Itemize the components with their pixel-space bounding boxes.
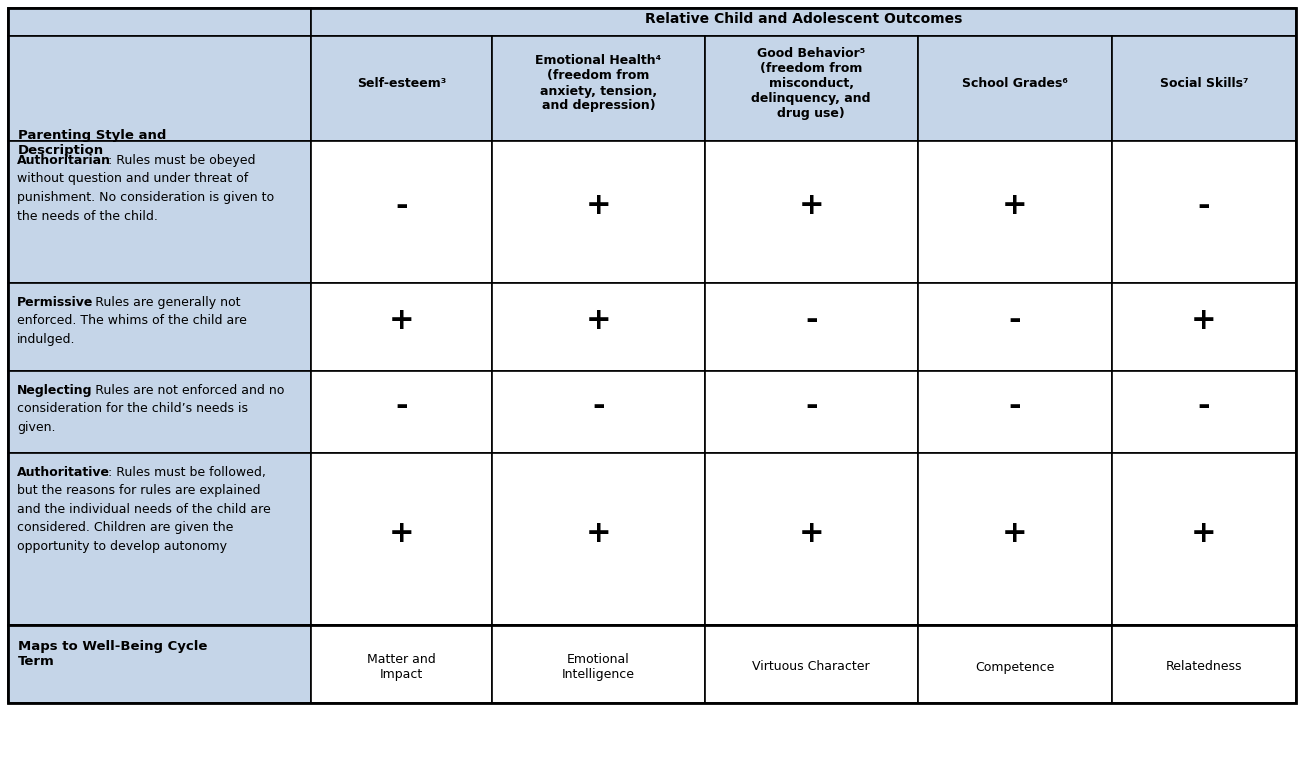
Text: Virtuous Character: Virtuous Character — [752, 660, 870, 673]
Bar — [918, 453, 1112, 625]
Bar — [310, 453, 492, 625]
Bar — [492, 453, 704, 625]
Text: +: + — [1001, 191, 1028, 220]
Text: Emotional Health⁴
(freedom from
anxiety, tension,
and depression): Emotional Health⁴ (freedom from anxiety,… — [536, 54, 661, 112]
Bar — [1112, 141, 1296, 283]
Bar — [704, 625, 918, 703]
Bar — [310, 625, 492, 703]
Bar — [8, 371, 310, 453]
Text: -: - — [1008, 307, 1021, 336]
Bar — [1112, 453, 1296, 625]
Text: Relative Child and Adolescent Outcomes: Relative Child and Adolescent Outcomes — [644, 12, 962, 26]
Bar — [1112, 371, 1296, 453]
Text: : Rules must be obeyed: : Rules must be obeyed — [108, 154, 256, 167]
Text: +: + — [389, 519, 415, 548]
Bar — [492, 141, 704, 283]
Text: +: + — [585, 191, 612, 220]
Bar — [704, 453, 918, 625]
Text: Good Behavior⁵
(freedom from
misconduct,
delinquency, and
drug use): Good Behavior⁵ (freedom from misconduct,… — [751, 47, 871, 120]
Bar — [8, 283, 310, 371]
Text: punishment. No consideration is given to: punishment. No consideration is given to — [17, 191, 274, 204]
Text: without question and under threat of: without question and under threat of — [17, 172, 248, 185]
Bar — [704, 371, 918, 453]
Bar — [310, 141, 492, 283]
Text: -: - — [805, 307, 818, 336]
Bar — [918, 141, 1112, 283]
Bar — [310, 36, 492, 141]
Text: +: + — [389, 307, 415, 336]
Text: Social Skills⁷: Social Skills⁷ — [1159, 77, 1248, 90]
Bar — [492, 283, 704, 371]
Text: +: + — [1001, 519, 1028, 548]
Text: and the individual needs of the child are: and the individual needs of the child ar… — [17, 503, 271, 516]
Text: the needs of the child.: the needs of the child. — [17, 210, 158, 223]
Text: : Rules are generally not: : Rules are generally not — [87, 296, 241, 309]
Text: Maps to Well-Being Cycle
Term: Maps to Well-Being Cycle Term — [18, 640, 207, 668]
Bar — [8, 453, 310, 625]
Text: +: + — [1192, 519, 1217, 548]
Text: Relatedness: Relatedness — [1166, 660, 1243, 673]
Text: Matter and
Impact: Matter and Impact — [366, 653, 436, 681]
Bar — [492, 36, 704, 141]
Text: given.: given. — [17, 421, 56, 434]
Text: Neglecting: Neglecting — [17, 384, 93, 397]
Bar — [918, 36, 1112, 141]
Text: Authoritarian: Authoritarian — [17, 154, 111, 167]
Bar — [310, 371, 492, 453]
Text: +: + — [585, 519, 612, 548]
Text: School Grades⁶: School Grades⁶ — [962, 77, 1068, 90]
Text: -: - — [1008, 392, 1021, 421]
Text: +: + — [798, 191, 824, 220]
Text: -: - — [1198, 191, 1210, 220]
Bar — [8, 625, 310, 703]
Text: Permissive: Permissive — [17, 296, 94, 309]
Bar — [8, 8, 310, 36]
Text: : Rules are not enforced and no: : Rules are not enforced and no — [87, 384, 284, 397]
Text: Self-esteem³: Self-esteem³ — [357, 77, 446, 90]
Text: -: - — [1198, 392, 1210, 421]
Text: considered. Children are given the: considered. Children are given the — [17, 522, 233, 535]
Bar — [8, 141, 310, 283]
Text: but the reasons for rules are explained: but the reasons for rules are explained — [17, 484, 261, 497]
Bar — [704, 141, 918, 283]
Bar — [1112, 625, 1296, 703]
Bar — [918, 371, 1112, 453]
Text: Competence: Competence — [975, 660, 1055, 673]
Text: -: - — [395, 191, 408, 220]
Text: opportunity to develop autonomy: opportunity to develop autonomy — [17, 540, 227, 553]
Bar — [918, 283, 1112, 371]
Bar — [704, 283, 918, 371]
Bar — [704, 36, 918, 141]
Text: consideration for the child’s needs is: consideration for the child’s needs is — [17, 402, 248, 415]
Text: : Rules must be followed,: : Rules must be followed, — [108, 466, 266, 479]
Text: Parenting Style and
Description: Parenting Style and Description — [18, 129, 167, 157]
Bar — [918, 625, 1112, 703]
Text: enforced. The whims of the child are: enforced. The whims of the child are — [17, 314, 246, 327]
Bar — [492, 371, 704, 453]
Text: -: - — [592, 392, 605, 421]
Text: +: + — [1192, 307, 1217, 336]
Bar — [310, 283, 492, 371]
Text: +: + — [585, 307, 612, 336]
Text: Emotional
Intelligence: Emotional Intelligence — [562, 653, 635, 681]
Text: +: + — [798, 519, 824, 548]
Text: Authoritative: Authoritative — [17, 466, 110, 479]
Text: -: - — [805, 392, 818, 421]
Bar — [310, 8, 1296, 36]
Text: -: - — [395, 392, 408, 421]
Bar — [8, 36, 310, 141]
Bar — [1112, 283, 1296, 371]
Text: indulged.: indulged. — [17, 333, 76, 346]
Bar — [1112, 36, 1296, 141]
Bar — [492, 625, 704, 703]
